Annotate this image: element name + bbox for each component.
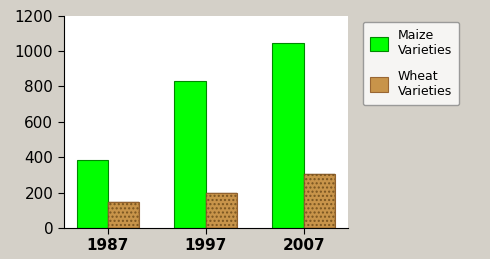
Bar bbox=[304, 174, 335, 228]
Bar bbox=[304, 174, 335, 228]
Bar bbox=[108, 202, 139, 228]
Bar bbox=[108, 202, 139, 228]
Bar bbox=[174, 81, 206, 228]
Legend: Maize
Varieties, Wheat
Varieties: Maize Varieties, Wheat Varieties bbox=[363, 22, 460, 105]
Bar bbox=[272, 43, 304, 228]
Bar bbox=[206, 192, 237, 228]
Bar bbox=[206, 192, 237, 228]
Bar bbox=[76, 160, 108, 228]
